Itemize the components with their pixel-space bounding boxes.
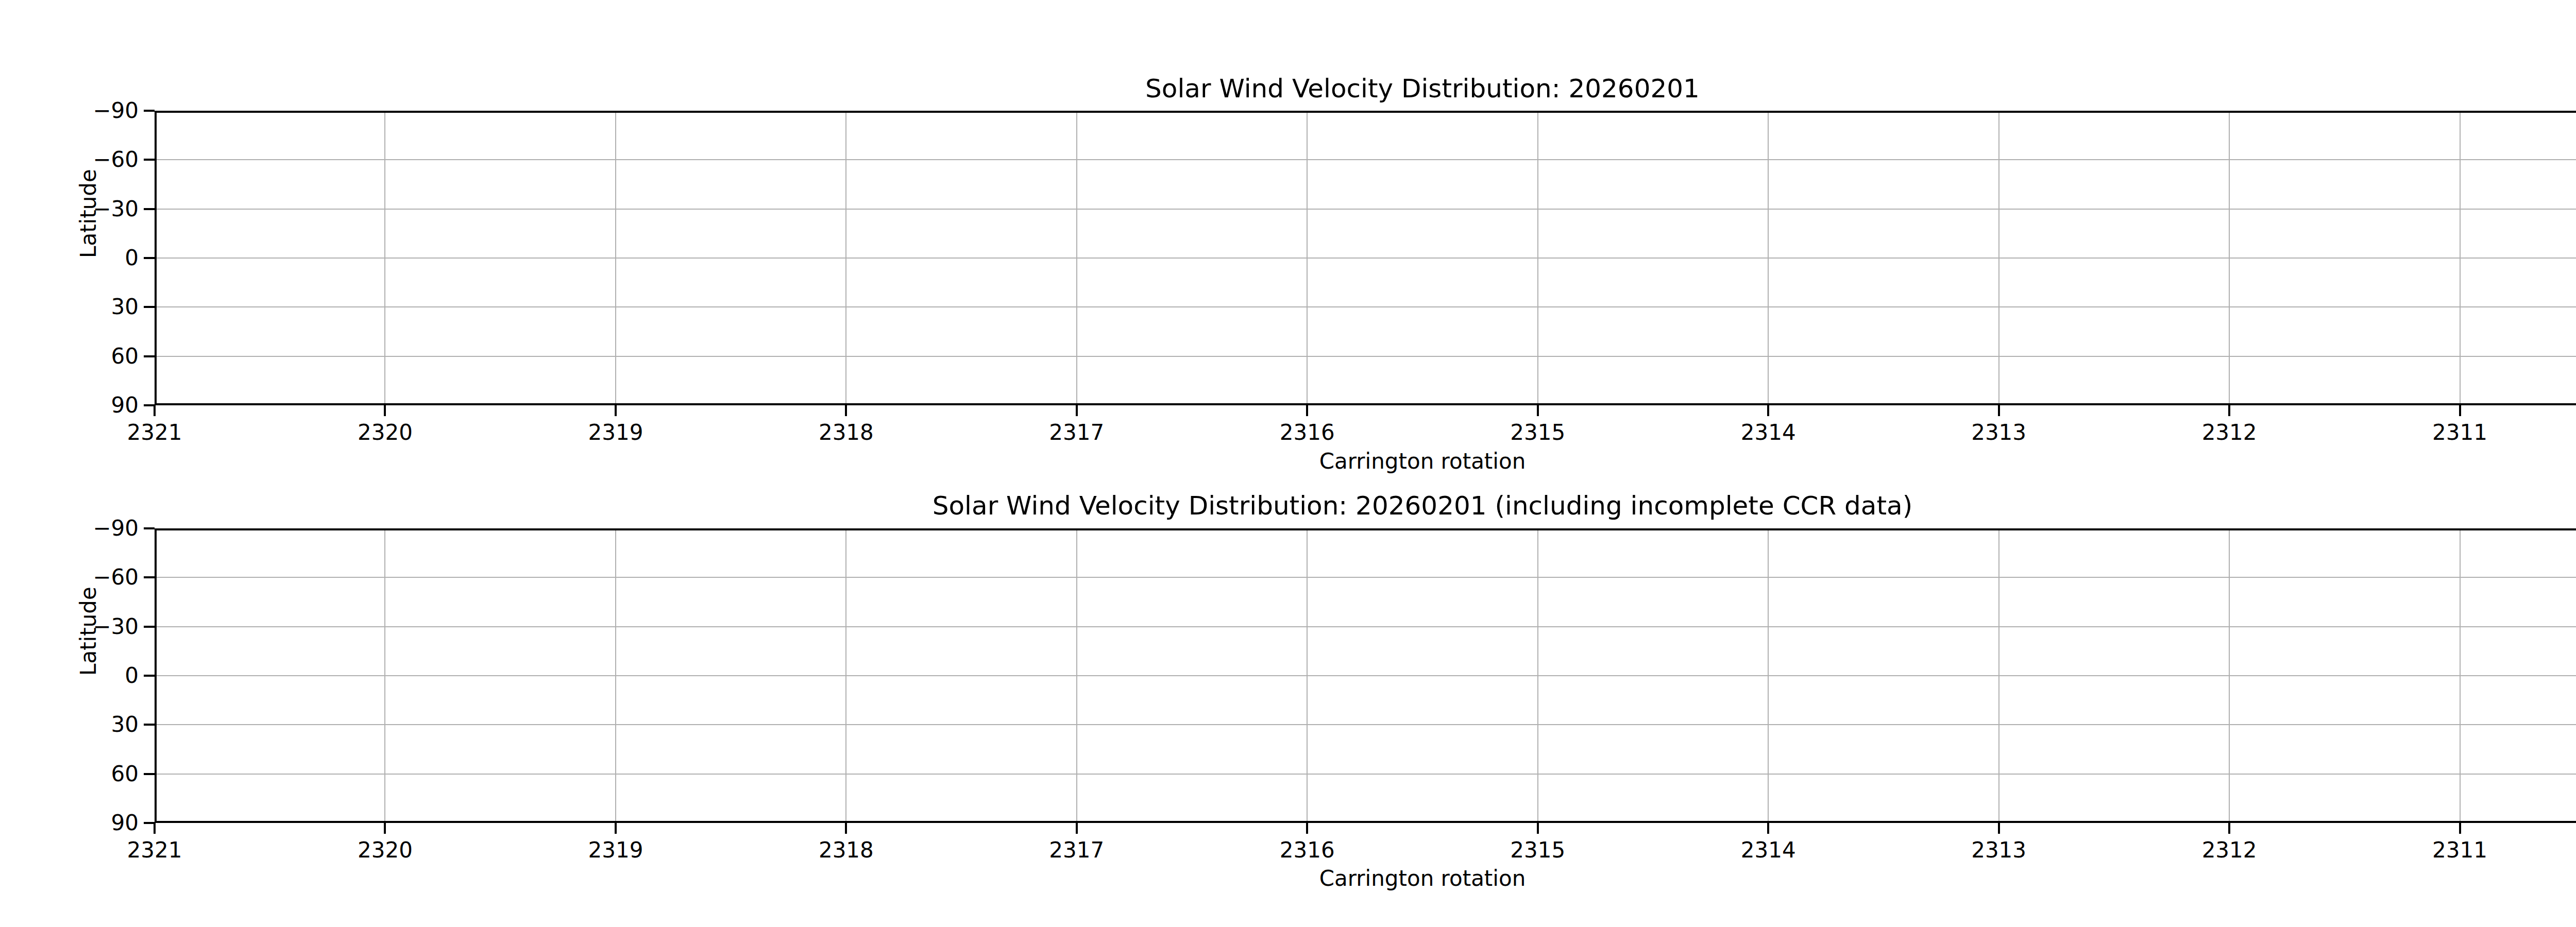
y-gridline xyxy=(157,774,2576,775)
x-tick-label: 2312 xyxy=(2202,839,2257,862)
y-tick-label: 0 xyxy=(0,664,139,687)
x-tick xyxy=(154,405,156,416)
y-tick-label: 90 xyxy=(0,812,139,834)
x-tick-label: 2317 xyxy=(1049,421,1104,444)
y-gridline xyxy=(157,209,2576,210)
x-tick-label: 2318 xyxy=(819,421,874,444)
top-plot-title: Solar Wind Velocity Distribution: 202602… xyxy=(1145,75,1700,102)
x-tick-label: 2317 xyxy=(1049,839,1104,862)
x-tick-label: 2311 xyxy=(2432,839,2487,862)
y-tick-label: 90 xyxy=(0,394,139,417)
y-tick xyxy=(144,773,155,775)
x-tick-label: 2314 xyxy=(1741,839,1796,862)
x-tick xyxy=(615,823,617,834)
y-tick-label: −90 xyxy=(0,517,139,540)
x-tick-label: 2313 xyxy=(1971,839,2026,862)
x-tick-label: 2312 xyxy=(2202,421,2257,444)
x-tick-label: 2314 xyxy=(1741,421,1796,444)
y-tick xyxy=(144,724,155,726)
x-tick xyxy=(1306,405,1308,416)
y-tick xyxy=(144,576,155,578)
x-tick-label: 2319 xyxy=(588,839,643,862)
y-tick xyxy=(144,257,155,259)
x-tick xyxy=(1076,823,1078,834)
x-tick xyxy=(1076,405,1078,416)
x-tick-label: 2316 xyxy=(1280,421,1335,444)
x-tick-label: 2320 xyxy=(358,421,413,444)
y-tick xyxy=(144,404,155,406)
bottom-plot-xaxis-label: Carrington rotation xyxy=(1319,867,1526,890)
x-tick xyxy=(845,823,847,834)
y-gridline xyxy=(157,258,2576,259)
y-tick xyxy=(144,675,155,677)
x-tick-label: 2313 xyxy=(1971,421,2026,444)
top-plot-area xyxy=(155,111,2576,405)
x-tick-label: 2319 xyxy=(588,421,643,444)
top-plot-xaxis-label: Carrington rotation xyxy=(1319,450,1526,473)
y-tick xyxy=(144,527,155,529)
x-tick-label: 2321 xyxy=(127,839,182,862)
x-tick xyxy=(384,405,386,416)
x-tick-label: 2315 xyxy=(1510,839,1565,862)
y-gridline xyxy=(157,306,2576,307)
x-tick xyxy=(384,823,386,834)
x-tick xyxy=(1998,405,2000,416)
x-tick-label: 2316 xyxy=(1280,839,1335,862)
y-tick-label: −30 xyxy=(0,198,139,220)
x-tick xyxy=(1767,823,1769,834)
x-tick-label: 2321 xyxy=(127,421,182,444)
x-tick xyxy=(1306,823,1308,834)
figure: Solar Wind Velocity Distribution: 202602… xyxy=(0,0,2576,927)
x-tick xyxy=(154,823,156,834)
bottom-plot-area xyxy=(155,528,2576,823)
y-tick-label: −30 xyxy=(0,615,139,638)
y-tick-label: 30 xyxy=(0,713,139,736)
y-tick-label: 0 xyxy=(0,247,139,269)
y-tick xyxy=(144,306,155,308)
y-tick xyxy=(144,110,155,112)
y-tick-label: 30 xyxy=(0,296,139,318)
y-gridline xyxy=(157,577,2576,578)
x-tick xyxy=(2459,405,2461,416)
y-tick-label: −60 xyxy=(0,566,139,589)
x-tick xyxy=(2228,405,2230,416)
y-tick xyxy=(144,626,155,628)
x-tick xyxy=(615,405,617,416)
x-tick xyxy=(1998,823,2000,834)
y-tick-label: −90 xyxy=(0,99,139,122)
y-tick xyxy=(144,355,155,357)
x-tick xyxy=(2459,823,2461,834)
x-tick-label: 2315 xyxy=(1510,421,1565,444)
x-tick-label: 2320 xyxy=(358,839,413,862)
x-tick xyxy=(1767,405,1769,416)
x-tick-label: 2318 xyxy=(819,839,874,862)
y-tick xyxy=(144,159,155,161)
y-gridline xyxy=(157,626,2576,627)
x-tick xyxy=(2228,823,2230,834)
x-tick xyxy=(845,405,847,416)
y-gridline xyxy=(157,356,2576,357)
y-tick-label: −60 xyxy=(0,148,139,171)
y-tick xyxy=(144,208,155,210)
y-gridline xyxy=(157,675,2576,676)
y-tick-label: 60 xyxy=(0,345,139,368)
y-gridline xyxy=(157,159,2576,160)
x-tick xyxy=(1537,405,1539,416)
x-tick xyxy=(1537,823,1539,834)
x-tick-label: 2311 xyxy=(2432,421,2487,444)
y-tick-label: 60 xyxy=(0,763,139,785)
y-tick xyxy=(144,822,155,824)
y-gridline xyxy=(157,724,2576,725)
bottom-plot-title: Solar Wind Velocity Distribution: 202602… xyxy=(933,492,1912,519)
